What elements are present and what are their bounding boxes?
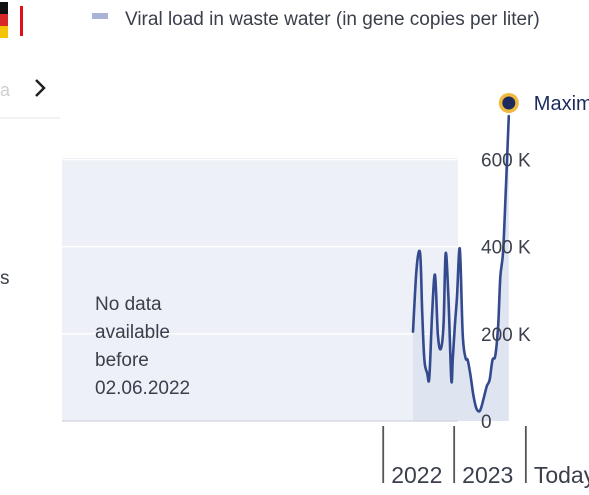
cropped-text-fragment: s (0, 268, 10, 289)
x-tick-label: Today (534, 462, 589, 488)
y-tick-label: 200 K (481, 325, 531, 346)
next-chevron-icon[interactable] (35, 79, 46, 97)
viral-load-area (413, 116, 509, 421)
maximum-marker (498, 93, 519, 113)
cropped-text-fragment: a (0, 80, 11, 100)
x-tick-label: 2023 (462, 462, 513, 488)
y-tick-label: 400 K (481, 238, 531, 259)
legend-label: Viral load in waste water (in gene copie… (125, 9, 540, 30)
no-data-note-line: before (95, 350, 149, 371)
no-data-note-line: No data (95, 294, 162, 315)
x-tick-label: 2022 (391, 462, 442, 488)
maximum-label: Maximum (534, 93, 589, 115)
flag-icon (0, 2, 23, 38)
no-data-note-line: 02.06.2022 (95, 378, 190, 399)
no-data-note-line: available (95, 322, 170, 343)
y-tick-label: 0 (481, 412, 492, 433)
y-tick-label: 600 K (481, 151, 531, 172)
viral-load-line (411, 114, 511, 413)
legend-swatch (92, 13, 108, 19)
plot-background-band (62, 158, 458, 421)
